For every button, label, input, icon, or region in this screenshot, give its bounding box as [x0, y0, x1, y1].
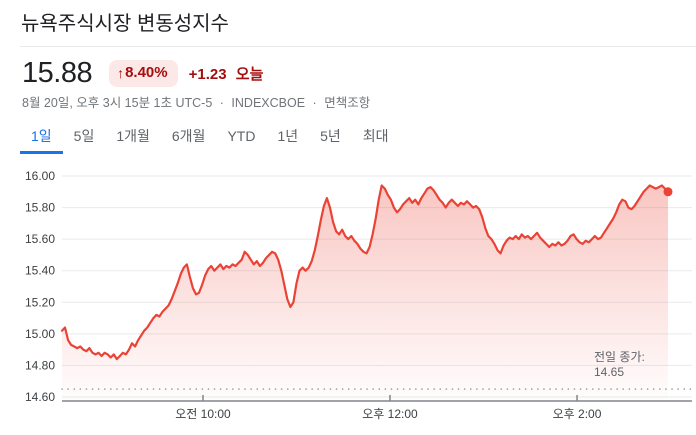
y-axis-label: 15.40 — [25, 264, 55, 278]
tab-1year[interactable]: 1년 — [266, 124, 309, 154]
tab-ytd[interactable]: YTD — [216, 124, 266, 154]
tab-6month[interactable]: 6개월 — [161, 124, 217, 154]
current-price: 15.88 — [22, 57, 93, 89]
price-chart-canvas: 16.00 15.80 15.60 15.40 15.20 15.00 14.80 14.60… — [25, 169, 693, 421]
y-axis-label: 15.20 — [25, 295, 55, 309]
quote-summary: 15.88 ↑ 8.40% +1.23 오늘 — [22, 58, 696, 88]
y-axis-label: 15.80 — [25, 201, 55, 215]
x-axis-label: 오전 10:00 — [175, 407, 231, 421]
date-range-tabs: 1일 5일 1개월 6개월 YTD 1년 5년 최대 — [20, 124, 696, 154]
series-line — [60, 184, 670, 361]
quote-timestamp: 8월 20일, 오후 3시 15분 1초 UTC-5 — [22, 96, 213, 110]
y-axis-label: 15.00 — [25, 327, 55, 341]
x-axis-label: 오후 2:00 — [553, 407, 602, 421]
previous-close-label: 전일 종가: — [594, 350, 645, 364]
previous-close-value: 14.65 — [594, 365, 625, 379]
y-axis-label: 14.60 — [25, 390, 55, 404]
disclaimer-link[interactable]: 면책조항 — [324, 96, 371, 110]
price-chart[interactable]: 16.00 15.80 15.60 15.40 15.20 15.00 14.80 14.60… — [0, 165, 696, 431]
meta-separator: · — [219, 96, 224, 110]
y-axis-label: 14.80 — [25, 358, 55, 372]
y-axis-label: 15.60 — [25, 232, 55, 246]
x-axis-label: 오후 12:00 — [362, 407, 418, 421]
previous-close-annotation: 전일 종가: 14.65 — [594, 350, 645, 380]
tab-5day[interactable]: 5일 — [63, 124, 106, 154]
meta-separator: · — [312, 96, 317, 110]
header-divider — [20, 46, 696, 47]
change-percent-badge: ↑ 8.40% — [109, 59, 178, 87]
change-absolute-value: +1.23 — [188, 65, 227, 83]
exchange-label: INDEXCBOE — [231, 96, 306, 110]
tab-5year[interactable]: 5년 — [309, 124, 352, 154]
up-arrow-icon: ↑ — [117, 64, 125, 81]
tab-1month[interactable]: 1개월 — [105, 124, 161, 154]
change-absolute: +1.23 오늘 — [189, 63, 264, 84]
change-period-label: 오늘 — [235, 65, 264, 83]
page-title: 뉴욕주식시장 변동성지수 — [21, 13, 229, 35]
change-percent-value: 8.40% — [125, 63, 168, 81]
quote-meta: 8월 20일, 오후 3시 15분 1초 UTC-5 · INDEXCBOE ·… — [22, 95, 696, 111]
last-price-dot — [663, 187, 673, 197]
y-axis-label: 16.00 — [25, 169, 55, 183]
tab-1day[interactable]: 1일 — [20, 124, 63, 154]
tab-max[interactable]: 최대 — [352, 124, 400, 154]
series-area-fill — [62, 185, 668, 401]
